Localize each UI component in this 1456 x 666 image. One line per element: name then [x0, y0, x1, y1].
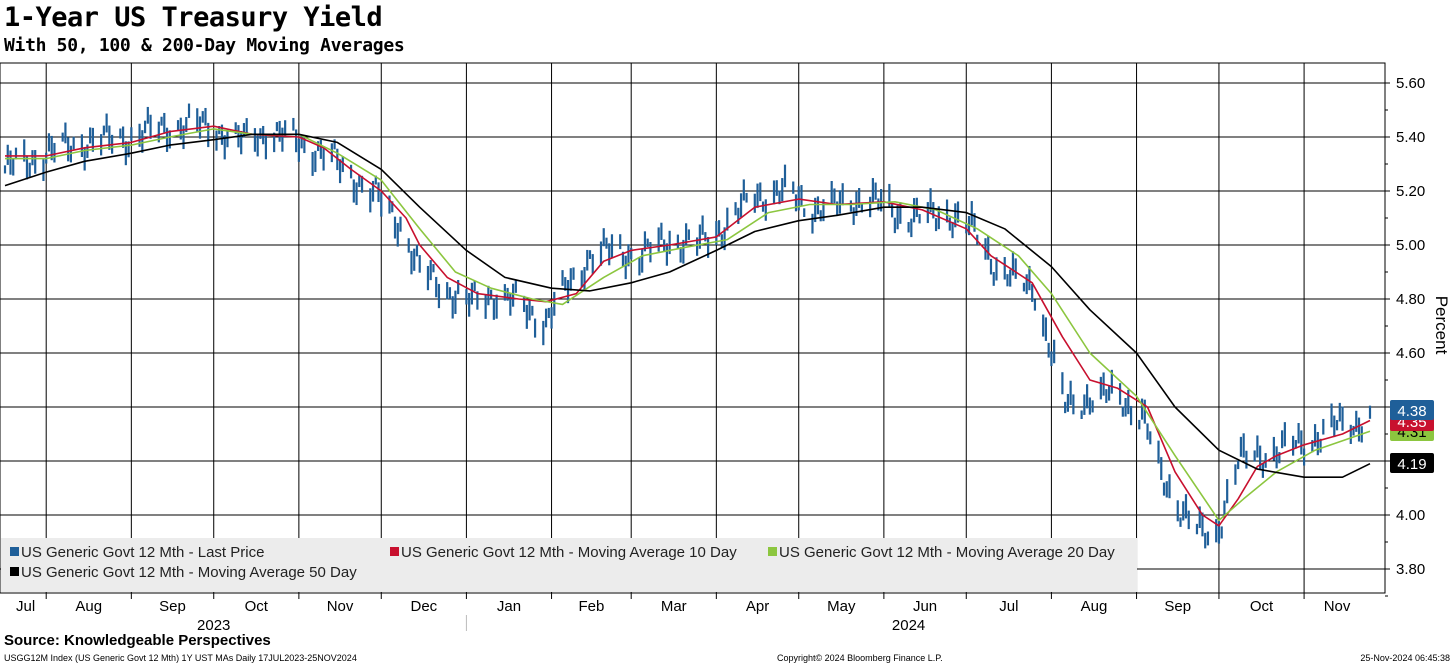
x-month-label: Sep [1164, 598, 1191, 615]
y-axis: 5.605.405.205.004.804.604.404.204.003.80 [1385, 75, 1425, 597]
legend-box [1, 538, 1137, 592]
x-month-label: Jul [999, 598, 1018, 615]
last-value-box [1390, 400, 1434, 420]
chart-grid [0, 62, 1386, 594]
copyright: Copyright© 2024 Bloomberg Finance L.P. [777, 653, 943, 663]
x-month-label: Jun [913, 598, 937, 615]
y-tick-label: 4.60 [1396, 345, 1425, 362]
last-value-box [1390, 453, 1434, 473]
chart-subtitle: With 50, 100 & 200-Day Moving Averages [4, 35, 405, 56]
legend-swatch [10, 567, 19, 576]
x-month-label: Dec [410, 598, 437, 615]
y-tick-label: 4.80 [1396, 291, 1425, 308]
x-month-label: Oct [245, 598, 269, 615]
y-tick-label: 5.40 [1396, 129, 1425, 146]
timestamp: 25-Nov-2024 06:45:38 [1360, 653, 1450, 663]
x-month-label: Nov [327, 598, 354, 615]
series-last-price [3, 103, 1372, 549]
legend-label: US Generic Govt 12 Mth - Moving Average … [779, 544, 1115, 561]
chart-series [3, 103, 1372, 549]
chart-legend: US Generic Govt 12 Mth - Last Price US Ge… [1, 538, 1137, 592]
legend-label: US Generic Govt 12 Mth - Moving Average … [21, 564, 357, 581]
x-month-label: Mar [661, 598, 687, 615]
y-tick-label: 5.60 [1396, 75, 1425, 92]
last-value-labels: 4.314.354.384.19 [1390, 400, 1434, 473]
legend-swatch [390, 547, 399, 556]
x-axis: Jul Aug Sep Oct Nov Dec Jan Feb Mar Apr May Jun Jul A… [16, 593, 1351, 634]
index-info: USGG12M Index (US Generic Govt 12 Mth) 1… [4, 653, 357, 663]
x-month-label: Sep [159, 598, 186, 615]
last-value-label: 4.19 [1397, 456, 1426, 473]
y-tick-label: 3.80 [1396, 561, 1425, 578]
y-tick-label: 5.20 [1396, 183, 1425, 200]
x-month-label: Apr [746, 598, 769, 615]
series-line-3 [4, 133, 1371, 478]
x-month-label: Jul [16, 598, 35, 615]
x-month-label: Aug [75, 598, 102, 615]
series-line-2 [5, 128, 1371, 522]
x-year-label: 2024 [892, 617, 925, 634]
x-month-label: May [827, 598, 856, 615]
x-month-label: Feb [578, 598, 604, 615]
series-line-1 [5, 125, 1371, 527]
x-year-label: 2023 [197, 617, 230, 634]
legend-swatch [10, 547, 19, 556]
x-month-label: Oct [1250, 598, 1274, 615]
legend-swatch [768, 547, 777, 556]
x-month-label: Jan [497, 598, 521, 615]
legend-label: US Generic Govt 12 Mth - Last Price [21, 544, 264, 561]
y-tick-label: 4.00 [1396, 507, 1425, 524]
y-tick-label: 5.00 [1396, 237, 1425, 254]
legend-label: US Generic Govt 12 Mth - Moving Average … [401, 544, 737, 561]
source-note: Source: Knowledgeable Perspectives [4, 632, 271, 649]
y-axis-label: Percent [1432, 296, 1451, 355]
x-month-label: Aug [1081, 598, 1108, 615]
plot-frame [0, 62, 1386, 594]
chart-title: 1-Year US Treasury Yield [4, 2, 383, 33]
last-value-label: 4.38 [1397, 403, 1426, 420]
x-month-label: Nov [1324, 598, 1351, 615]
